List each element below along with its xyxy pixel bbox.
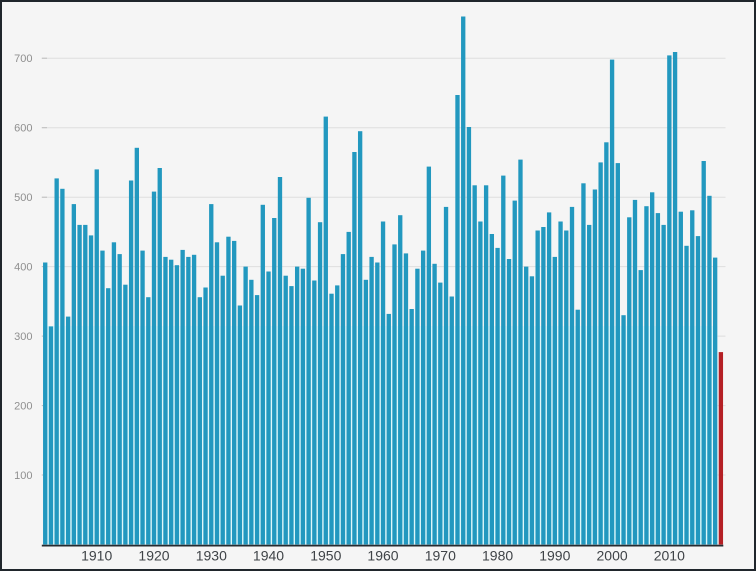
svg-text:300: 300	[14, 331, 32, 343]
svg-text:600: 600	[14, 123, 32, 135]
svg-text:1940: 1940	[253, 548, 284, 564]
svg-text:1990: 1990	[539, 548, 570, 564]
svg-text:1920: 1920	[138, 548, 169, 564]
svg-text:1980: 1980	[482, 548, 513, 564]
svg-text:200: 200	[14, 401, 32, 413]
svg-text:1930: 1930	[196, 548, 227, 564]
svg-text:1970: 1970	[425, 548, 456, 564]
svg-text:400: 400	[14, 262, 32, 274]
svg-text:1960: 1960	[367, 548, 398, 564]
svg-text:700: 700	[14, 53, 32, 65]
svg-text:500: 500	[14, 192, 32, 204]
svg-text:100: 100	[14, 470, 32, 482]
svg-text:1950: 1950	[310, 548, 341, 564]
svg-text:2000: 2000	[597, 548, 628, 564]
svg-text:2010: 2010	[654, 548, 685, 564]
svg-text:1910: 1910	[81, 548, 112, 564]
